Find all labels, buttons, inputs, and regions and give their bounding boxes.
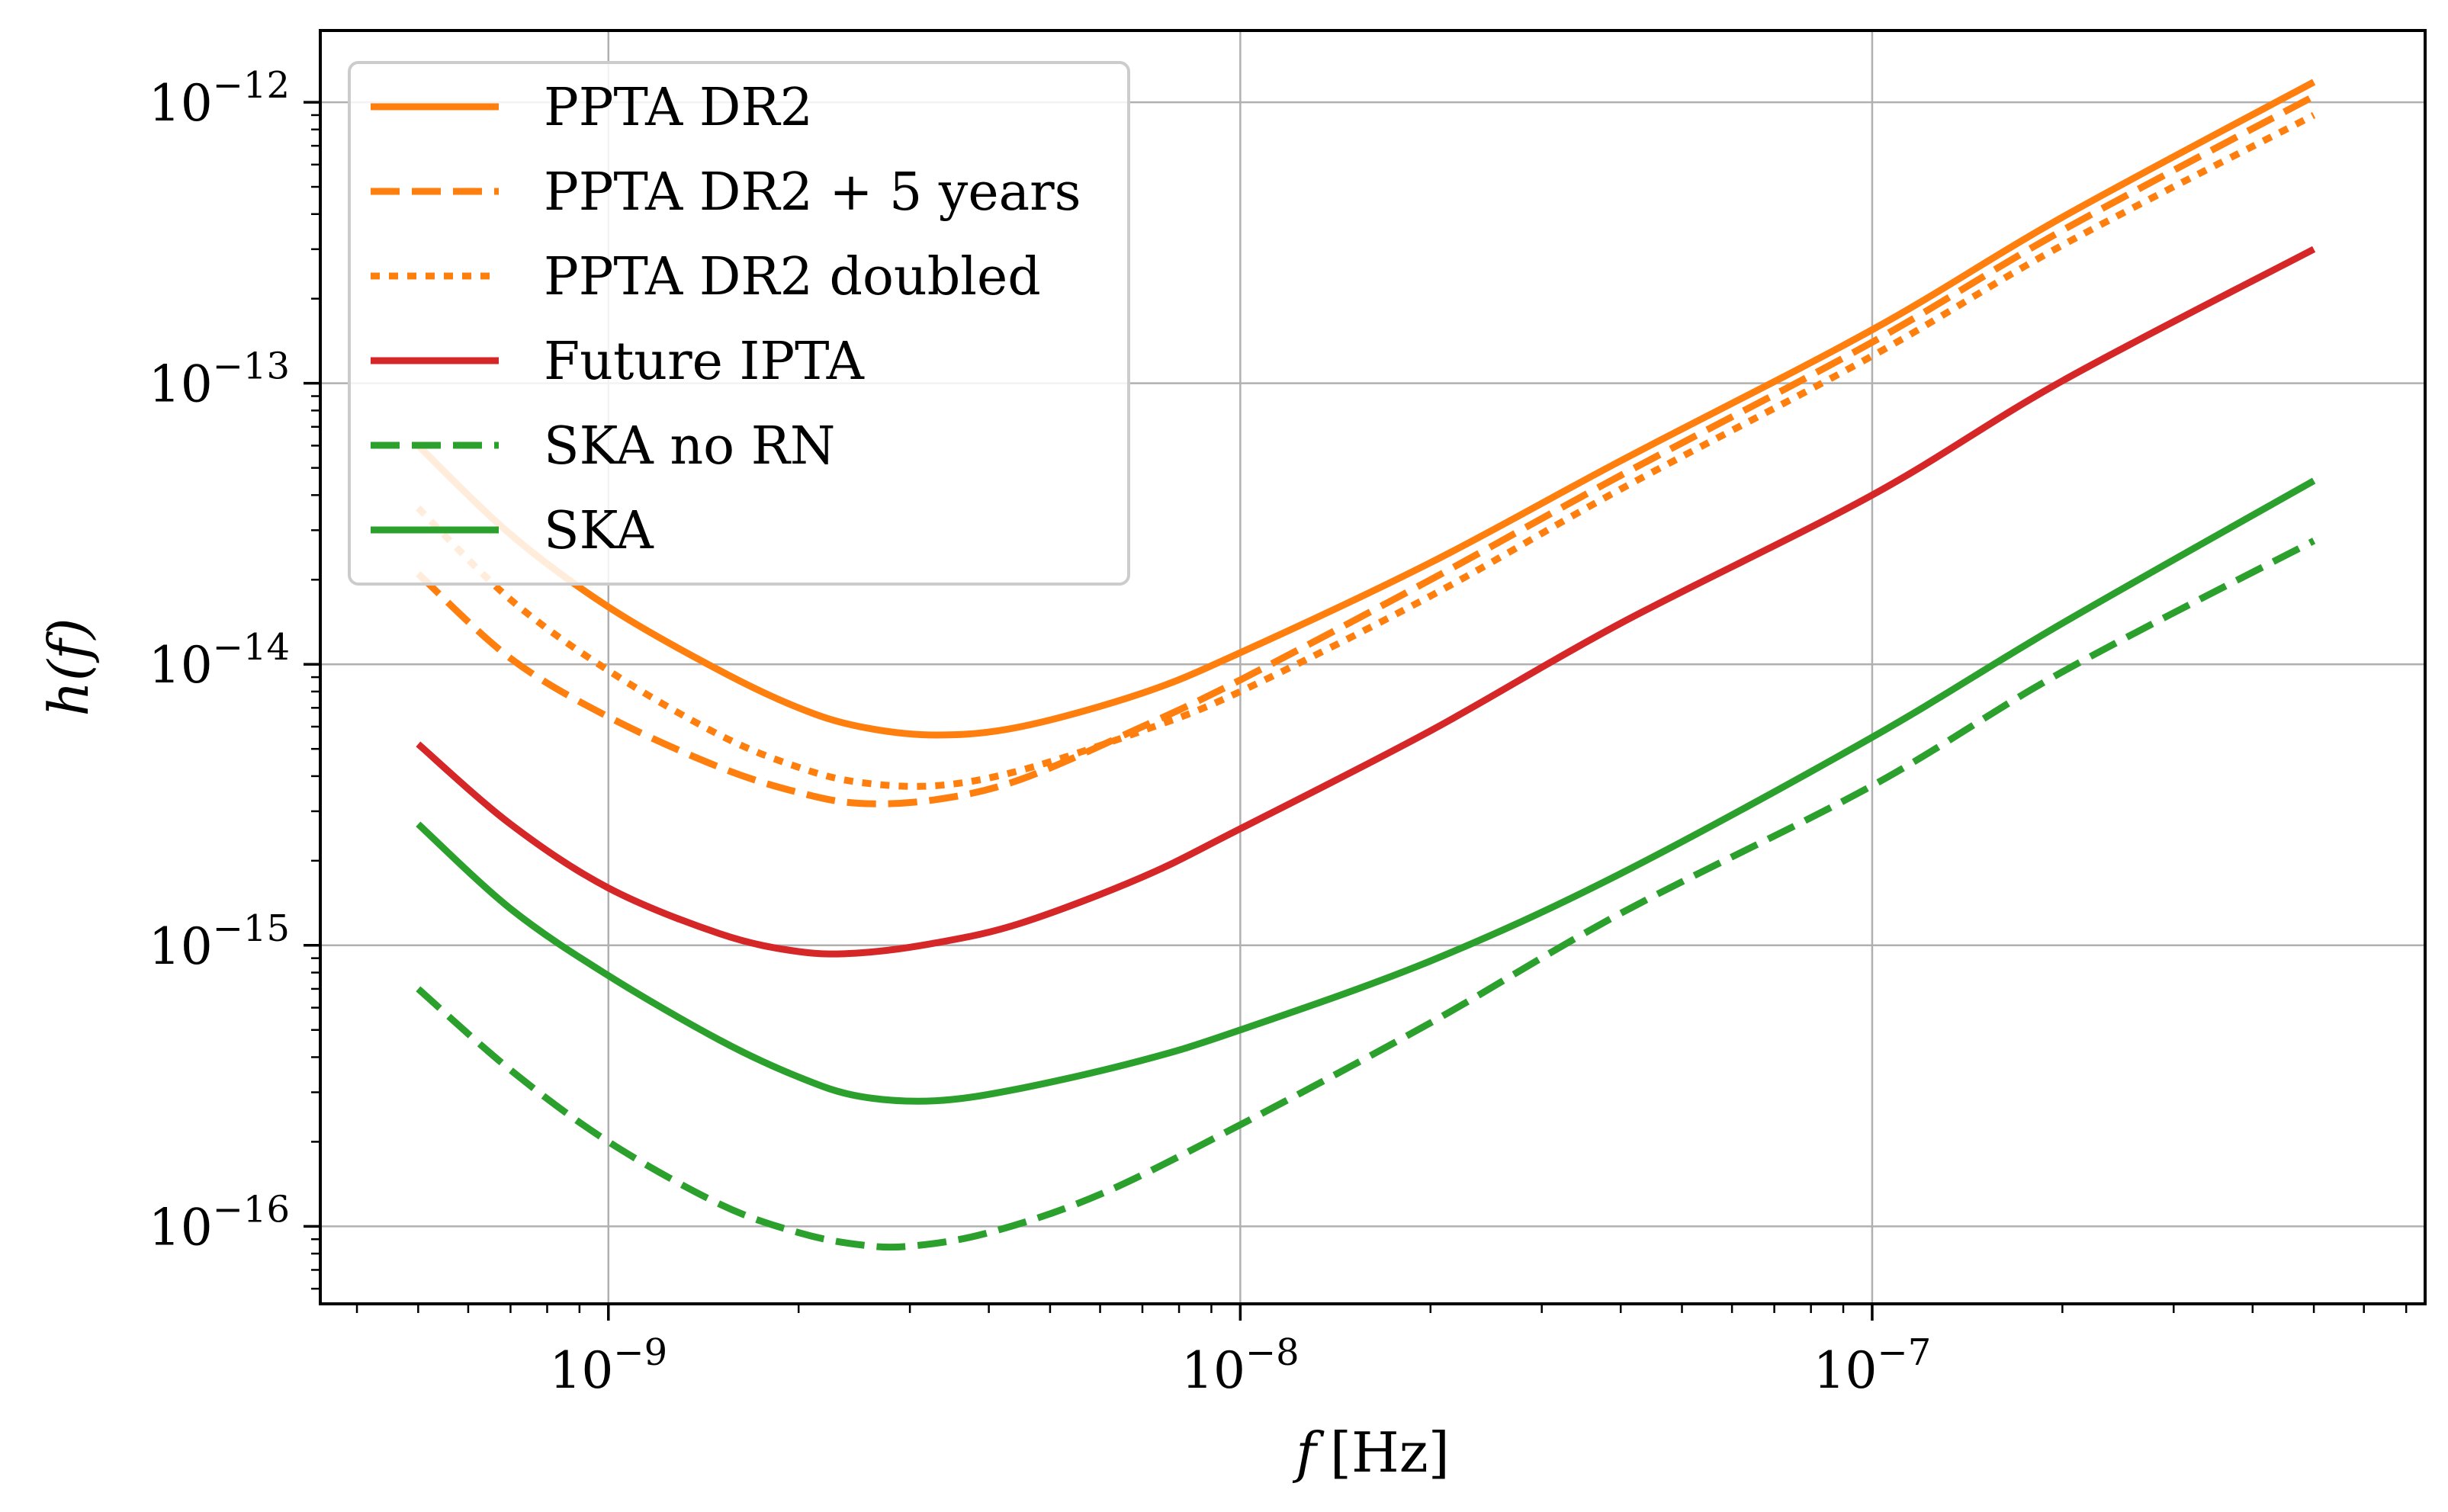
y-tick-label: 10−15 — [149, 907, 290, 976]
y-tick-label-base: 10 — [149, 917, 213, 976]
series-line-ska-no-rn — [416, 538, 2316, 1251]
legend-label: PPTA DR2 + 5 years — [544, 162, 1081, 223]
x-axis-label: f [Hz] — [1292, 1421, 1450, 1485]
legend-label: PPTA DR2 — [544, 78, 813, 138]
plot-frame — [319, 29, 2427, 1305]
series-line-future-ipta — [416, 246, 2316, 958]
y-tick-label: 10−13 — [149, 345, 290, 414]
y-tick-label-base: 10 — [149, 355, 213, 414]
x-tick-label-base: 10 — [1814, 1341, 1878, 1400]
x-tick-label: 10−7 — [1814, 1331, 1932, 1400]
series-line-ppta-dr2 — [416, 79, 2316, 739]
y-tick-label-exp: −13 — [213, 345, 290, 388]
legend-label: Future IPTA — [544, 332, 865, 392]
series-line-ska — [416, 477, 2316, 1105]
series-line-ppta-dr2-doubled — [416, 112, 2316, 790]
x-tick-label-exp: −8 — [1245, 1331, 1299, 1374]
y-tick-label-exp: −12 — [213, 64, 290, 107]
y-tick-label-base: 10 — [149, 1198, 213, 1257]
x-tick-label: 10−9 — [549, 1331, 667, 1400]
y-tick-label: 10−14 — [149, 626, 290, 695]
y-tick-label-base: 10 — [149, 636, 213, 695]
legend-label: PPTA DR2 doubled — [544, 247, 1041, 307]
series-line-ppta-dr2-5-years — [416, 93, 2316, 807]
axis-ticks — [304, 101, 2408, 1321]
x-tick-label: 10−8 — [1181, 1331, 1299, 1400]
y-tick-label: 10−12 — [149, 64, 290, 133]
x-tick-label-base: 10 — [549, 1341, 613, 1400]
x-axis-label-unit: [Hz] — [1330, 1421, 1450, 1485]
series-lines — [416, 79, 2316, 1251]
legend: PPTA DR2 PPTA DR2 + 5 years PPTA DR2 doubl… — [348, 61, 1130, 586]
x-tick-label-exp: −9 — [613, 1331, 667, 1374]
legend-box — [348, 61, 1130, 586]
y-tick-label: 10−16 — [149, 1188, 290, 1257]
x-tick-label-base: 10 — [1181, 1341, 1245, 1400]
x-tick-label-exp: −7 — [1878, 1331, 1932, 1374]
y-tick-label-base: 10 — [149, 74, 213, 133]
y-tick-label-exp: −15 — [213, 907, 290, 950]
y-axis-label: h(f) — [37, 618, 101, 716]
legend-label: SKA — [544, 501, 654, 561]
legend-label: SKA no RN — [544, 416, 835, 477]
y-tick-label-exp: −14 — [213, 626, 290, 669]
y-tick-label-exp: −16 — [213, 1188, 290, 1231]
